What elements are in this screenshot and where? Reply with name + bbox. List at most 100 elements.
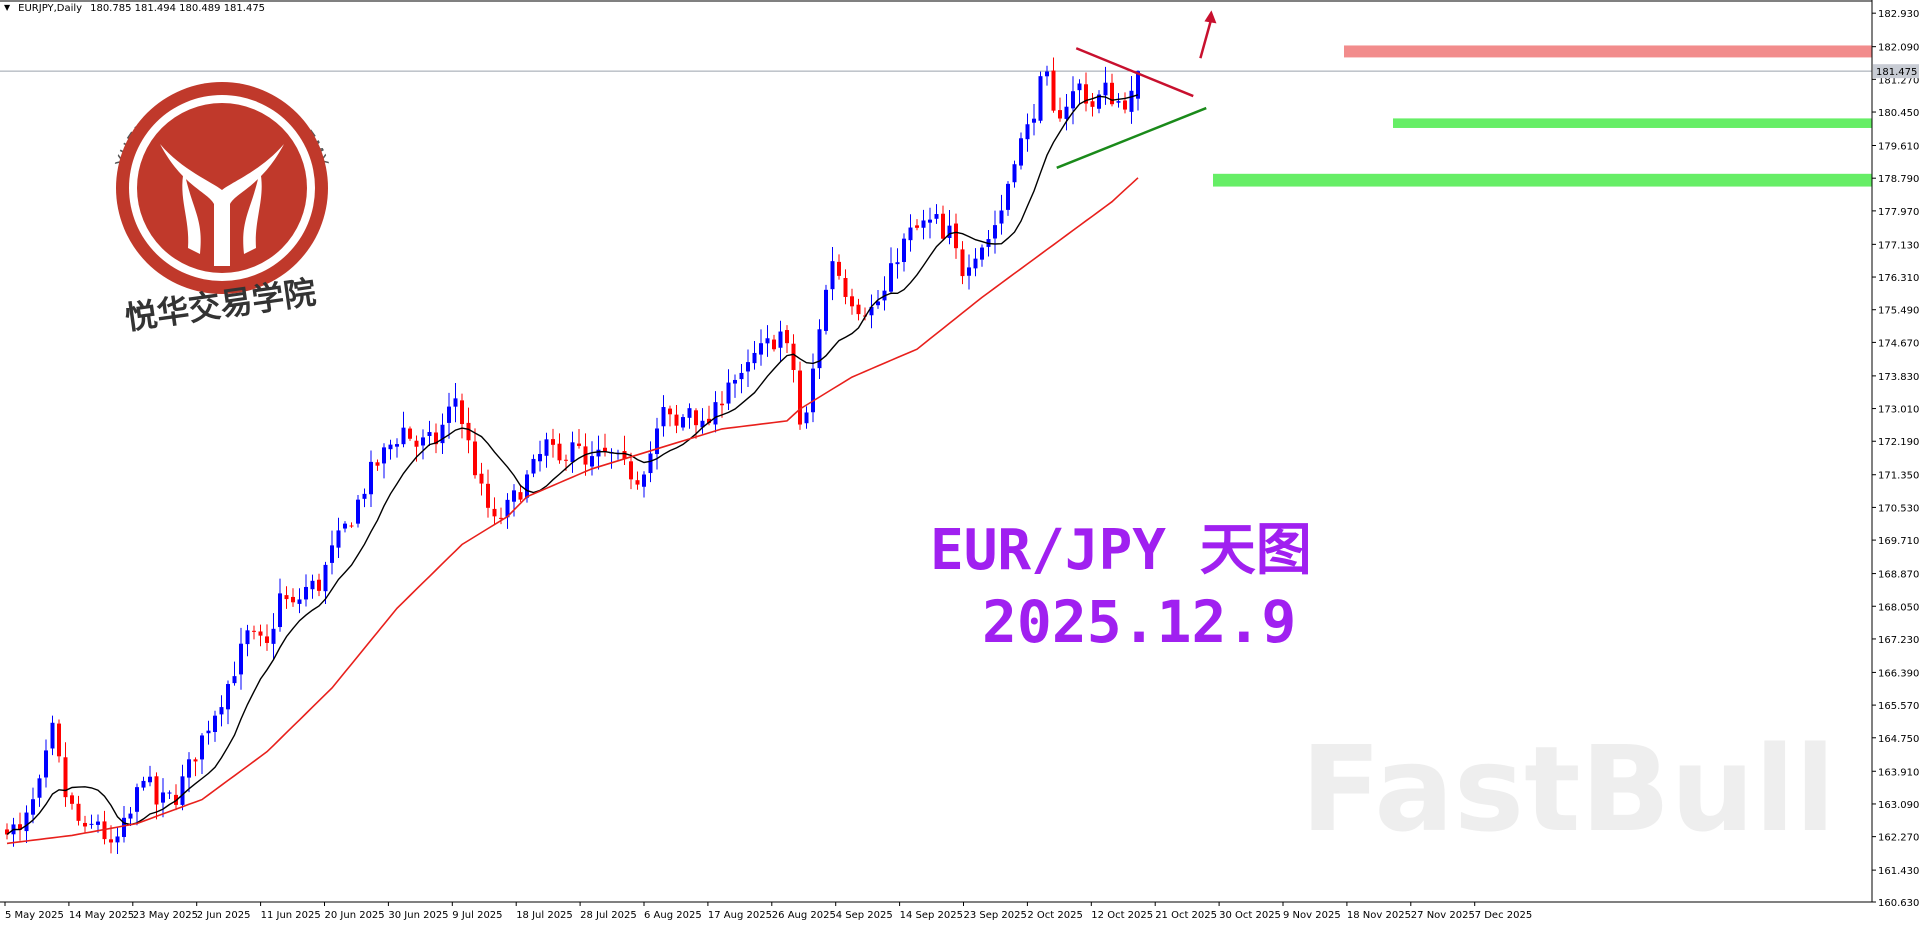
candle — [356, 494, 360, 528]
candle — [642, 471, 646, 498]
candle — [486, 469, 490, 518]
candle — [382, 443, 386, 479]
candle — [869, 294, 874, 329]
chart-header: ▼ EURJPY,Daily 180.785 181.494 180.489 1… — [4, 3, 265, 14]
candle — [908, 214, 913, 252]
candle — [817, 319, 822, 379]
candle — [921, 209, 926, 240]
candle — [226, 680, 230, 725]
candle — [245, 624, 250, 657]
candle — [135, 783, 139, 826]
candle — [668, 405, 672, 427]
candle — [1103, 66, 1108, 105]
candle — [830, 246, 835, 301]
y-tick-label: 176.310 — [1878, 273, 1919, 284]
candle — [850, 288, 854, 315]
candle — [141, 776, 146, 791]
candle — [109, 825, 113, 854]
candle — [928, 207, 932, 239]
x-tick-label: 7 Dec 2025 — [1475, 910, 1533, 921]
candle — [512, 484, 516, 517]
candle — [720, 391, 724, 418]
candle — [1129, 76, 1134, 124]
candle — [505, 493, 510, 529]
ma-fast-line — [6, 94, 1139, 835]
y-tick-label: 175.490 — [1878, 306, 1919, 317]
x-tick-label: 20 Jun 2025 — [325, 910, 385, 921]
candle — [785, 325, 789, 353]
candle — [174, 784, 178, 811]
x-tick-label: 11 Jun 2025 — [261, 910, 321, 921]
support-zone-lower — [1213, 173, 1872, 187]
candle — [882, 276, 887, 311]
candle — [70, 792, 74, 810]
candle — [687, 403, 692, 429]
candle — [622, 435, 627, 465]
symbol-label: EURJPY,Daily — [18, 3, 83, 14]
candle — [453, 383, 458, 423]
y-tick-label: 168.870 — [1878, 570, 1919, 581]
candle — [726, 369, 731, 410]
candle — [427, 420, 432, 446]
x-tick-label: 30 Jun 2025 — [388, 910, 448, 921]
candle — [557, 433, 562, 464]
candle — [434, 423, 438, 454]
candle — [1071, 76, 1075, 125]
x-tick-label: 12 Oct 2025 — [1091, 910, 1153, 921]
candle — [1097, 90, 1101, 114]
candle — [596, 435, 601, 470]
candle — [239, 627, 243, 690]
candle — [661, 395, 666, 437]
collapse-triangle-icon[interactable]: ▼ — [4, 3, 11, 12]
candle — [362, 488, 367, 508]
candle — [934, 204, 939, 224]
candle — [538, 440, 542, 472]
candle — [1025, 113, 1030, 152]
y-tick-label: 168.050 — [1878, 602, 1919, 613]
candle — [655, 417, 659, 470]
candle — [746, 349, 750, 387]
x-tick-label: 14 May 2025 — [69, 910, 134, 921]
y-tick-label: 171.350 — [1878, 471, 1919, 482]
candle — [44, 739, 48, 788]
x-tick-label: 9 Jul 2025 — [452, 910, 502, 921]
candle — [993, 210, 997, 254]
y-tick-label: 163.910 — [1878, 767, 1919, 778]
y-tick-label: 180.450 — [1878, 108, 1919, 119]
candle — [960, 241, 965, 285]
candle — [1123, 92, 1127, 114]
candle — [629, 452, 633, 490]
candle — [1110, 73, 1114, 107]
candle — [739, 364, 744, 394]
candle — [551, 428, 555, 458]
candle — [89, 814, 94, 829]
candle — [1006, 181, 1010, 216]
y-tick-label: 177.970 — [1878, 207, 1919, 218]
candle — [518, 484, 523, 502]
candle — [856, 298, 861, 321]
current-price-box — [1873, 64, 1919, 79]
candle — [1058, 97, 1062, 122]
candle — [811, 353, 815, 423]
candle — [388, 439, 393, 460]
y-tick-label: 177.130 — [1878, 240, 1919, 251]
candle — [408, 426, 412, 441]
candle — [83, 815, 87, 834]
candle — [947, 210, 952, 245]
fastbull-watermark: FastBull — [1301, 720, 1836, 858]
candle — [252, 625, 256, 640]
y-tick-label: 182.930 — [1878, 9, 1919, 20]
candle — [291, 588, 295, 607]
y-tick-label: 182.090 — [1878, 43, 1919, 54]
y-tick-label: 169.710 — [1878, 536, 1919, 547]
candle — [375, 459, 380, 471]
candle — [76, 795, 81, 826]
academy-logo: YUEHUA TRADING ACADEMY悦华交易学院 — [112, 82, 331, 337]
x-tick-label: 30 Oct 2025 — [1219, 910, 1281, 921]
candle — [284, 586, 289, 609]
candle — [1090, 92, 1095, 117]
candle — [915, 219, 919, 231]
candle — [1045, 65, 1049, 86]
candle — [895, 248, 900, 279]
